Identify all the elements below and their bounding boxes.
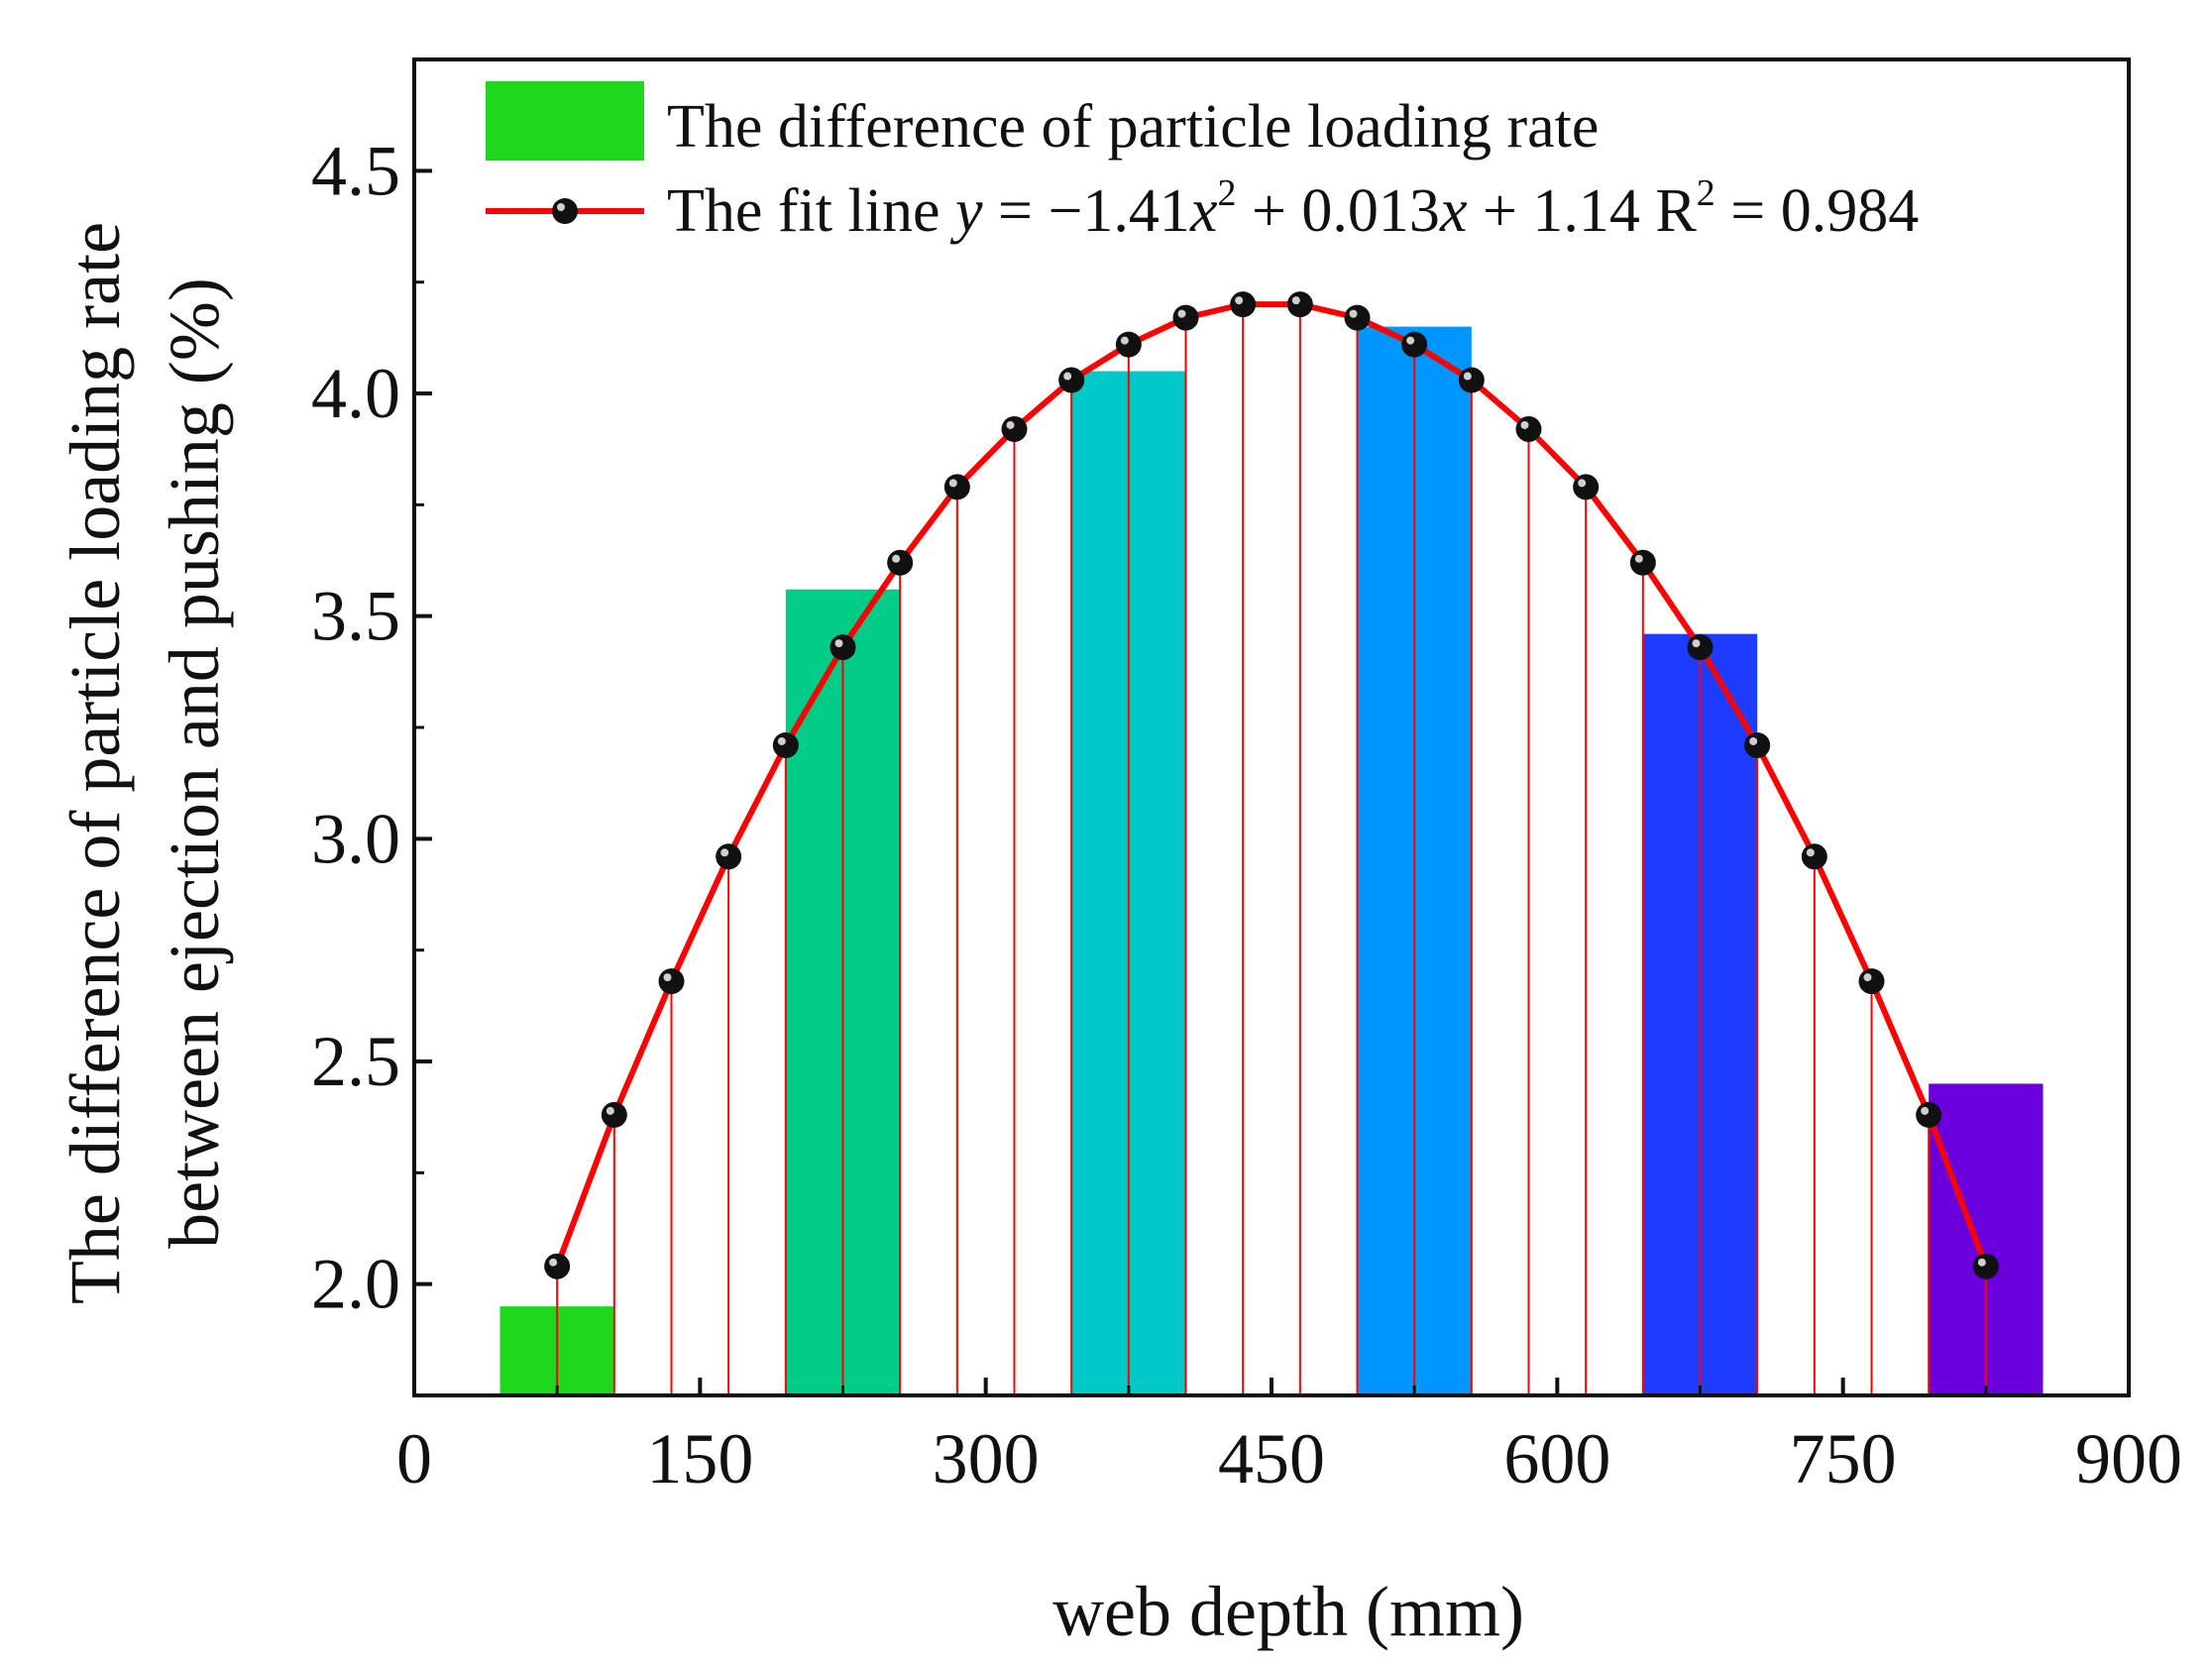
- fit-point: [1858, 968, 1885, 995]
- fit-point-highlight: [1977, 1258, 1986, 1267]
- legend-eq-part2: + 0.013: [1236, 177, 1439, 245]
- x-axis: 0 150 300 450 600 750 900: [396, 1378, 2182, 1499]
- x-tick-label: 150: [646, 1419, 753, 1499]
- fit-point-highlight: [1692, 639, 1701, 648]
- y-tick-label: 2.0: [311, 1245, 400, 1324]
- fit-point-highlight: [1749, 736, 1758, 745]
- x-tick-label: 600: [1503, 1419, 1610, 1499]
- legend-eq-part1: = −1.41: [983, 177, 1190, 245]
- legend-fit-marker: [552, 198, 578, 224]
- fit-point-highlight: [663, 973, 672, 982]
- fit-point: [601, 1101, 627, 1128]
- fit-point: [1001, 415, 1028, 442]
- fit-point: [1458, 367, 1485, 393]
- y-tick-label: 4.0: [311, 354, 400, 433]
- x-axis-title: web depth (mm): [1052, 1572, 1524, 1651]
- fit-point-highlight: [1578, 479, 1587, 488]
- legend-eq-x1: x: [1189, 177, 1218, 245]
- legend-fit-prefix: The fit line: [667, 177, 955, 245]
- fit-point: [1629, 549, 1656, 576]
- fit-point-highlight: [606, 1106, 614, 1115]
- fit-point-highlight: [549, 1258, 558, 1267]
- legend-eq-sup2: 2: [1697, 172, 1715, 214]
- fit-point: [1401, 331, 1428, 358]
- legend-eq-x2: x: [1439, 177, 1468, 245]
- y-tick-label: 3.0: [311, 799, 400, 878]
- fit-point: [1801, 843, 1827, 870]
- x-tick-label: 0: [396, 1419, 432, 1499]
- fit-point: [658, 968, 685, 995]
- fit-point: [1972, 1253, 1999, 1279]
- fit-point: [1172, 304, 1199, 331]
- fit-point: [772, 731, 799, 758]
- fit-point-highlight: [1463, 372, 1472, 381]
- legend-bar-swatch: [486, 81, 644, 161]
- y-tick-label: 3.5: [311, 577, 400, 656]
- x-tick-label: 450: [1218, 1419, 1325, 1499]
- fit-point: [1230, 291, 1257, 318]
- y-tick-label: 2.5: [311, 1022, 400, 1101]
- fit-point-highlight: [1634, 554, 1643, 563]
- fit-line-layer: [554, 301, 1989, 1268]
- legend: The difference of particle loading rate …: [486, 81, 1919, 245]
- fit-point-highlight: [777, 736, 786, 745]
- fit-point: [1515, 415, 1542, 442]
- fit-point-highlight: [892, 554, 901, 563]
- legend-bar-label: The difference of particle loading rate: [667, 93, 1599, 161]
- fit-point: [830, 634, 856, 661]
- y-axis-title-line1: The difference of particle loading rate: [55, 222, 135, 1304]
- y-axis: 2.0 2.5 3.0 3.5 4.0 4.5: [311, 131, 432, 1324]
- x-tick-label: 750: [1790, 1419, 1897, 1499]
- legend-eq-sup1: 2: [1217, 172, 1236, 214]
- fit-point: [1687, 634, 1714, 661]
- x-tick-label: 900: [2075, 1419, 2182, 1499]
- fit-point-highlight: [720, 848, 729, 857]
- fit-point: [887, 549, 914, 576]
- legend-fit-marker-highlight: [557, 203, 565, 211]
- fit-point-highlight: [1863, 973, 1872, 982]
- x-tick-label: 300: [933, 1419, 1040, 1499]
- fit-point: [544, 1253, 571, 1279]
- fit-point-highlight: [1921, 1106, 1930, 1115]
- fit-point: [1058, 367, 1085, 393]
- legend-fit-label: The fit line y = −1.41x2 + 0.013x + 1.14…: [667, 172, 1919, 245]
- fit-point: [943, 474, 970, 500]
- fit-point: [1573, 474, 1600, 500]
- fit-point: [1115, 331, 1142, 358]
- fit-point: [1916, 1101, 1942, 1128]
- fit-point-highlight: [1406, 336, 1415, 345]
- fit-point-highlight: [834, 639, 843, 648]
- y-tick-label: 4.5: [311, 131, 400, 210]
- legend-eq-part3: + 1.14 R: [1467, 177, 1697, 245]
- fit-point: [1344, 304, 1371, 331]
- fit-point-highlight: [1063, 372, 1072, 381]
- fit-point-highlight: [1120, 336, 1129, 345]
- fit-line: [554, 301, 1989, 1268]
- fit-point-highlight: [1349, 309, 1358, 318]
- fit-point: [1286, 291, 1313, 318]
- fit-point-highlight: [1177, 309, 1186, 318]
- fit-point-highlight: [1520, 420, 1529, 429]
- fit-point-highlight: [1235, 296, 1244, 305]
- droplines-layer: [556, 304, 1987, 1395]
- fit-point-highlight: [1006, 420, 1015, 429]
- fit-point-highlight: [1291, 296, 1300, 305]
- fit-point: [1744, 731, 1771, 758]
- fit-point: [716, 843, 742, 870]
- y-axis-title-line2: between ejection and pushing (%): [155, 278, 234, 1249]
- legend-eq-y: y: [949, 177, 983, 245]
- legend-eq-part4: = 0.984: [1715, 177, 1919, 245]
- fit-point-highlight: [1806, 848, 1815, 857]
- markers-layer: [544, 291, 1999, 1279]
- fit-point-highlight: [948, 479, 957, 488]
